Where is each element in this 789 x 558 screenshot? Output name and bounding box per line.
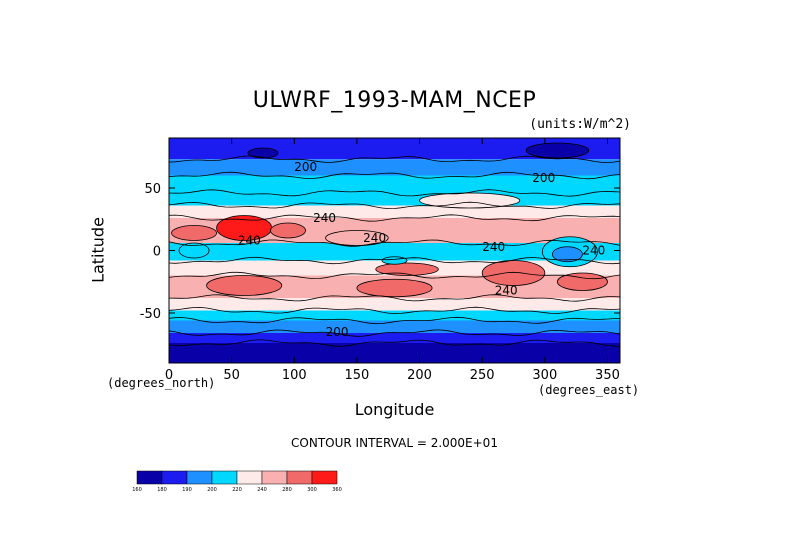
contour-region <box>481 260 546 286</box>
colorbar-swatch <box>311 470 338 485</box>
contour-band <box>169 310 620 321</box>
contour-value-label: 240 <box>363 231 386 245</box>
contour-line <box>169 339 620 347</box>
y-tick-label: -50 <box>140 307 161 322</box>
contour-region <box>381 256 408 265</box>
colorbar-tick-label: 190 <box>182 487 192 493</box>
contour-band <box>169 243 620 261</box>
contour-line <box>169 201 620 210</box>
contour-line <box>169 189 620 197</box>
x-tick-label: 50 <box>223 368 240 383</box>
contour-interval-text: CONTOUR INTERVAL = 2.000E+01 <box>291 436 498 450</box>
contour-band <box>169 333 620 343</box>
colorbar-tick-label: 240 <box>257 487 267 493</box>
colorbar-swatch <box>186 470 213 485</box>
colorbar-swatch <box>136 470 163 485</box>
contour-region <box>247 147 279 159</box>
contour-line <box>169 214 620 222</box>
contour-value-label: 240 <box>495 284 518 298</box>
colorbar-swatch <box>286 470 313 485</box>
contour-line <box>169 294 620 302</box>
contour-line <box>169 171 620 180</box>
x-axis-unit: (degrees_east) <box>538 383 640 397</box>
contour-region <box>206 275 283 296</box>
contour-value-label: 200 <box>294 160 317 174</box>
colorbar-tick-label: 200 <box>207 487 217 493</box>
contour-band <box>169 159 620 176</box>
colorbar-tick-label: 280 <box>282 487 292 493</box>
y-axis-unit: (degrees_north) <box>107 376 216 390</box>
colorbar-tick-label: 160 <box>132 487 142 493</box>
contour-value-label: 240 <box>313 211 336 225</box>
x-tick-label: 250 <box>470 368 495 383</box>
contour-band <box>169 298 620 311</box>
contour-region <box>375 262 439 276</box>
contour-line <box>169 306 620 315</box>
x-tick-label: 100 <box>282 368 307 383</box>
contour-line <box>169 316 620 325</box>
contour-value-label: 200 <box>326 325 349 339</box>
colorbar-tick-label: 360 <box>332 487 342 493</box>
x-tick-label: 200 <box>407 368 432 383</box>
contour-region <box>171 225 218 241</box>
x-tick-label: 150 <box>345 368 370 383</box>
contour-value-label: 240 <box>482 240 505 254</box>
contour-band <box>169 320 620 333</box>
colorbar-swatch <box>236 470 263 485</box>
contour-band <box>169 343 620 363</box>
colorbar-tick-label: 180 <box>157 487 167 493</box>
contour-value-label: 200 <box>532 171 555 185</box>
colorbar-swatch <box>261 470 288 485</box>
contour-value-label: 240 <box>238 234 261 248</box>
x-tick-label: 300 <box>532 368 557 383</box>
contour-band <box>169 175 620 193</box>
contour-region <box>270 222 306 239</box>
colorbar-tick-label: 220 <box>232 487 242 493</box>
contour-line <box>169 155 620 163</box>
colorbar-tick-label: 300 <box>307 487 317 493</box>
contour-region <box>419 192 521 209</box>
contour-region <box>525 142 590 159</box>
contour-line <box>169 239 620 247</box>
contour-line <box>169 329 620 337</box>
contour-band <box>169 205 620 218</box>
y-tick-label: 50 <box>144 182 161 197</box>
colorbar-swatch <box>211 470 238 485</box>
x-axis-label: Longitude <box>354 400 435 419</box>
colorbar-swatch <box>161 470 188 485</box>
x-tick-label: 350 <box>595 368 620 383</box>
contour-region <box>178 242 210 259</box>
contour-value-label: 240 <box>582 244 605 258</box>
contour-region <box>356 278 433 298</box>
contour-line <box>169 271 620 280</box>
contour-line <box>169 256 620 265</box>
contour-band <box>169 138 620 160</box>
x-tick-label: 0 <box>165 368 173 383</box>
contour-region <box>556 272 608 291</box>
contour-region <box>325 230 389 246</box>
contour-region <box>551 246 583 263</box>
chart-title: ULWRF_1993-MAM_NCEP <box>252 88 537 113</box>
units-label: (units:W/m^2) <box>529 117 631 132</box>
y-tick-label: 0 <box>153 245 161 260</box>
